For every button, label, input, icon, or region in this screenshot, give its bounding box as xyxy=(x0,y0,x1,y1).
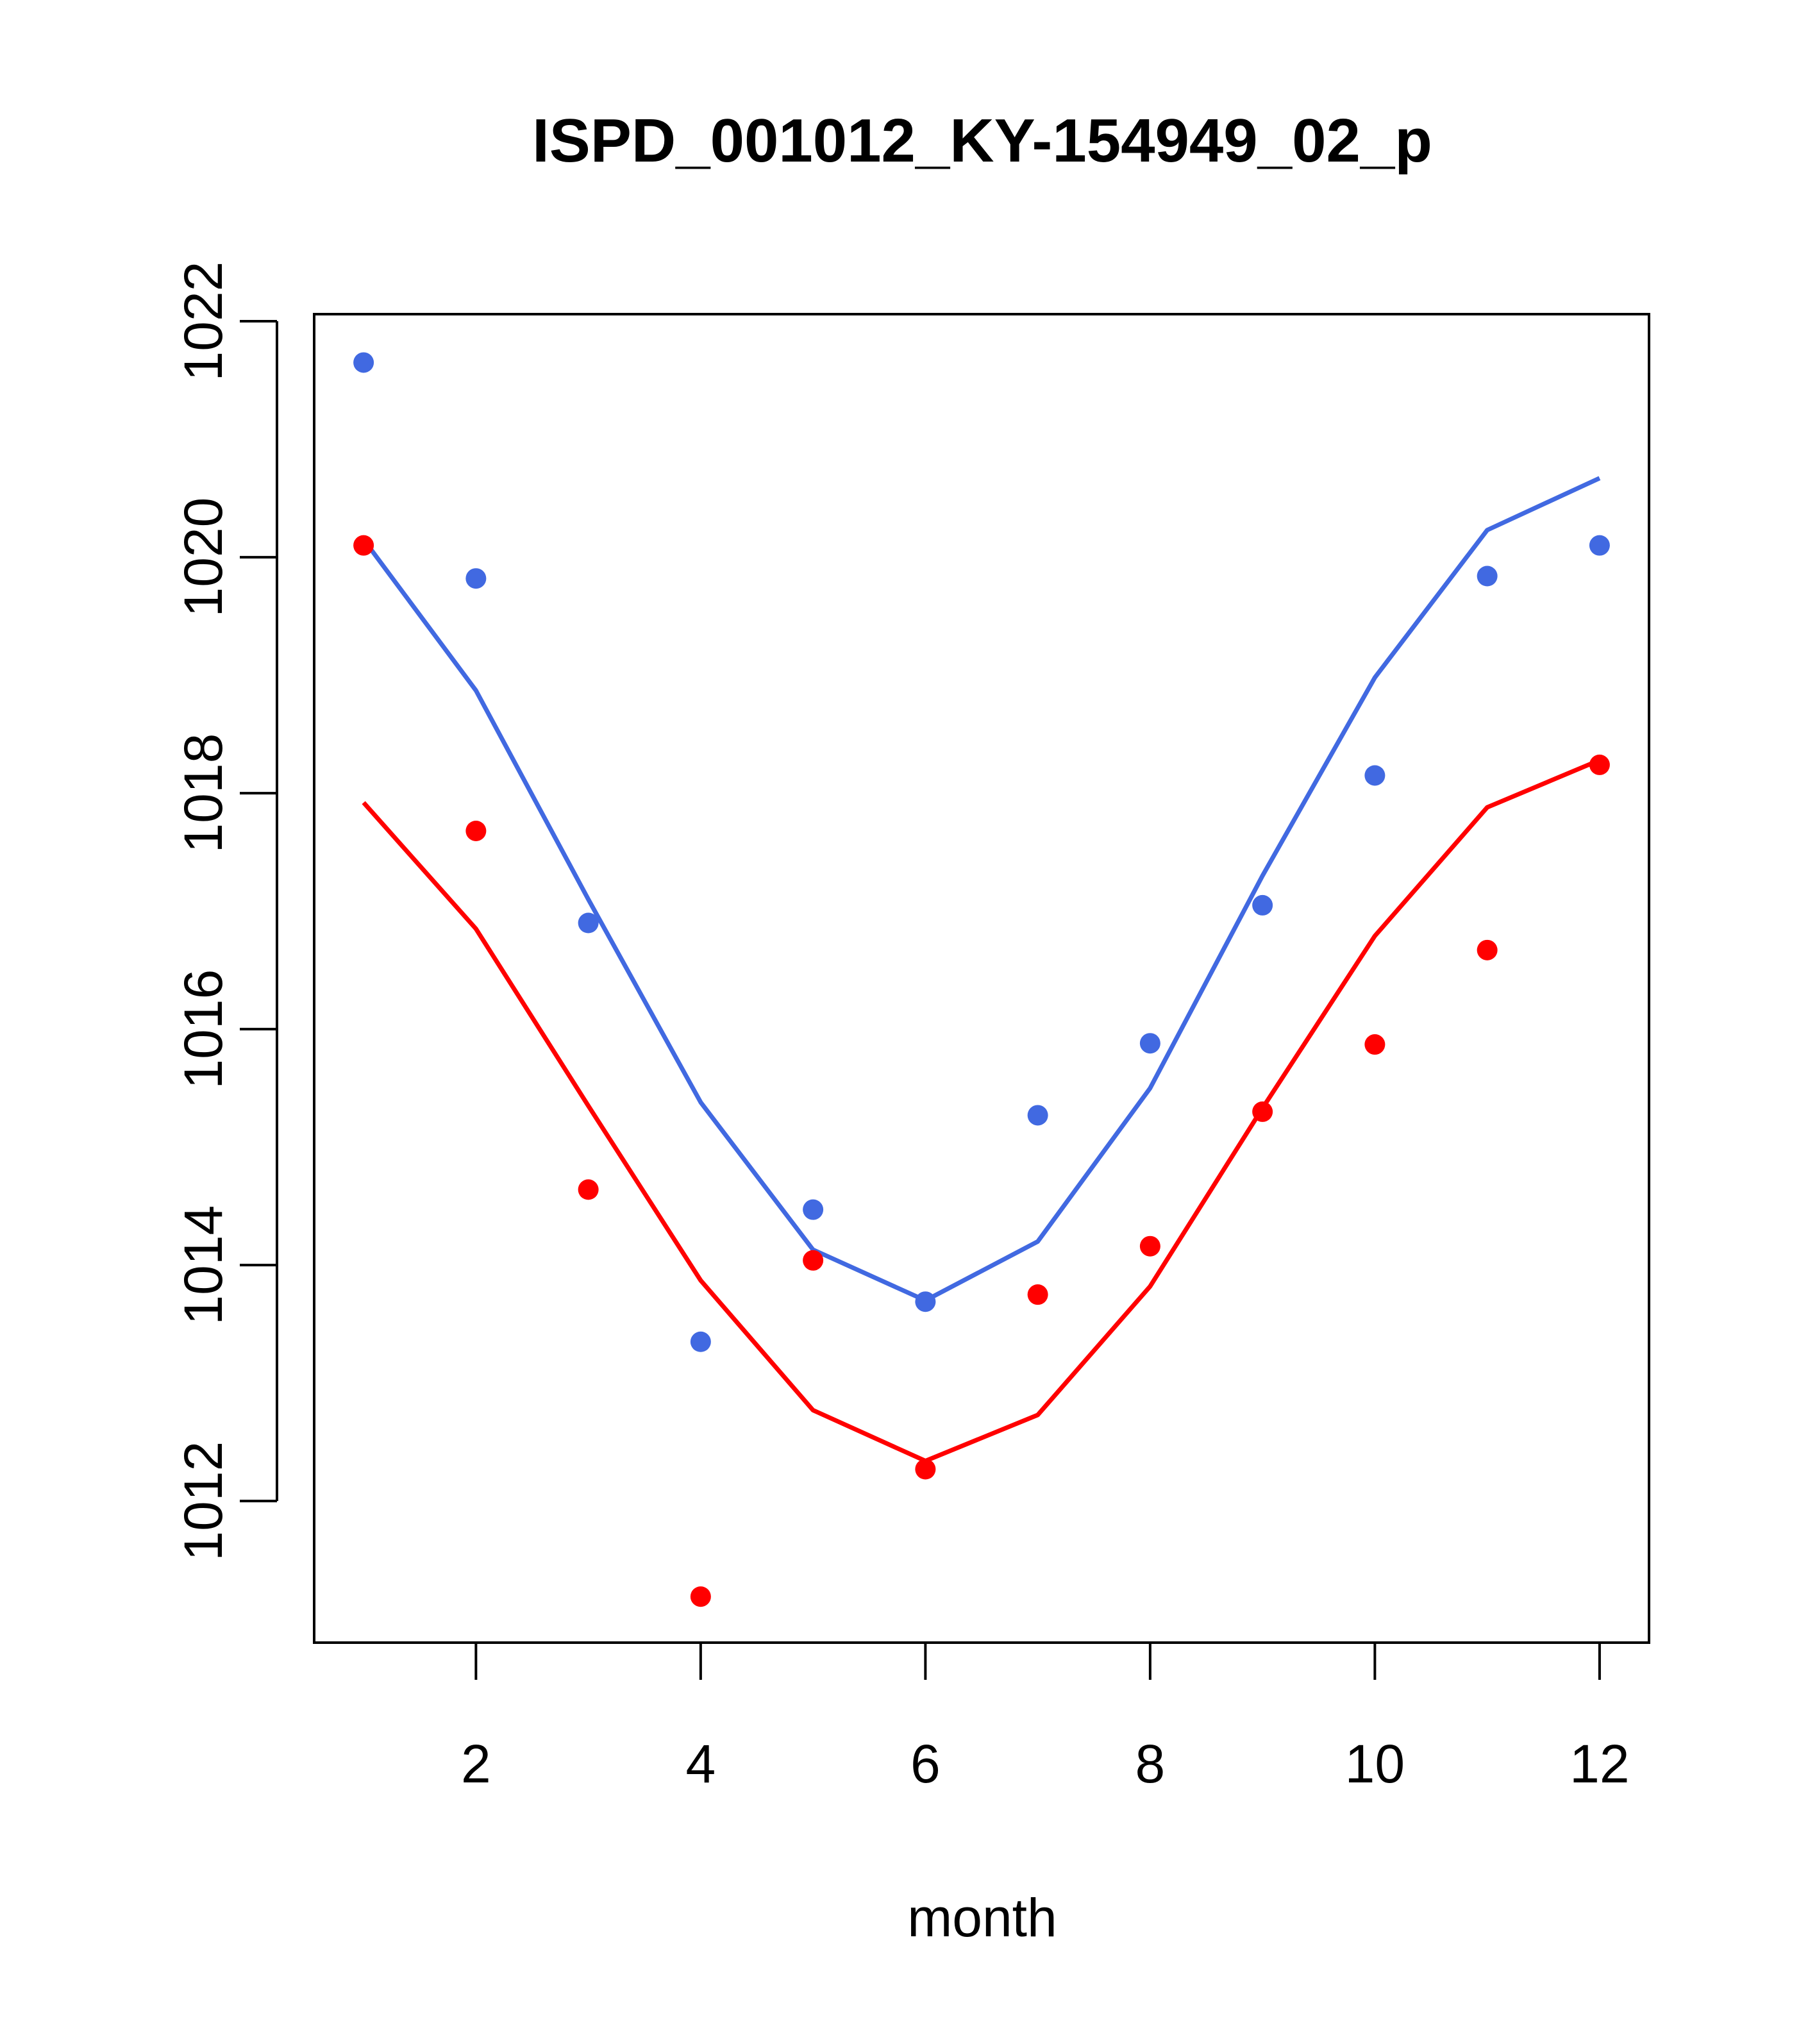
x-tick-label: 8 xyxy=(1135,1734,1166,1794)
y-tick-label: 1012 xyxy=(173,1441,233,1561)
point-blue-points-12 xyxy=(1589,535,1610,556)
point-red-points-3 xyxy=(578,1179,599,1200)
point-blue-points-1 xyxy=(353,352,374,373)
chart-title: ISPD_001012_KY-154949_02_p xyxy=(532,106,1432,175)
x-tick-label: 10 xyxy=(1345,1734,1405,1794)
point-red-points-5 xyxy=(803,1250,824,1271)
y-tick-label: 1022 xyxy=(173,262,233,381)
point-red-points-4 xyxy=(690,1586,711,1607)
point-red-points-8 xyxy=(1139,1236,1160,1257)
y-tick-label: 1020 xyxy=(173,498,233,617)
point-blue-points-8 xyxy=(1139,1033,1160,1054)
point-blue-points-9 xyxy=(1252,894,1273,916)
y-axis: 1012 1014 1016 1018 1020 1022 xyxy=(173,262,278,1561)
point-red-points-11 xyxy=(1477,939,1498,960)
point-red-points-1 xyxy=(353,535,374,556)
series-layer xyxy=(353,352,1610,1607)
point-red-points-7 xyxy=(1027,1284,1048,1305)
x-tick-label: 2 xyxy=(461,1734,491,1794)
point-red-points-10 xyxy=(1364,1034,1386,1055)
x-tick-label: 12 xyxy=(1570,1734,1629,1794)
point-red-points-12 xyxy=(1589,754,1610,775)
x-tick-label: 4 xyxy=(686,1734,716,1794)
point-blue-points-11 xyxy=(1477,565,1498,587)
point-red-points-6 xyxy=(915,1459,936,1480)
x-tick-label: 6 xyxy=(910,1734,941,1794)
y-tick-label: 1014 xyxy=(173,1205,233,1325)
series-blue-line xyxy=(362,476,1601,1303)
y-tick-label: 1016 xyxy=(173,969,233,1089)
x-axis: 2 4 6 8 10 12 xyxy=(461,1641,1630,1794)
point-blue-points-10 xyxy=(1364,765,1386,786)
point-blue-points-5 xyxy=(803,1199,824,1220)
point-blue-points-6 xyxy=(915,1291,936,1312)
point-blue-points-3 xyxy=(578,912,599,934)
point-blue-points-2 xyxy=(465,568,487,589)
x-axis-label: month xyxy=(907,1888,1057,1948)
series-red-line xyxy=(362,758,1601,1464)
point-red-points-2 xyxy=(465,820,487,841)
y-tick-label: 1018 xyxy=(173,733,233,853)
point-blue-points-4 xyxy=(690,1331,711,1352)
point-blue-points-7 xyxy=(1027,1105,1048,1126)
point-red-points-9 xyxy=(1252,1101,1273,1122)
plot-frame xyxy=(313,313,1650,1644)
